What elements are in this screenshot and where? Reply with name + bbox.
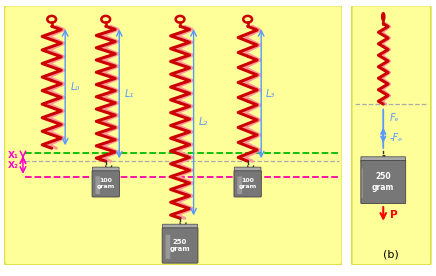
- Text: (a): (a): [166, 250, 181, 260]
- Text: 100
gram: 100 gram: [97, 179, 115, 189]
- Text: L₃: L₃: [266, 89, 276, 99]
- Text: (b): (b): [383, 250, 399, 260]
- FancyBboxPatch shape: [361, 157, 405, 162]
- FancyBboxPatch shape: [166, 235, 170, 259]
- Text: Fₑ: Fₑ: [390, 113, 399, 123]
- FancyBboxPatch shape: [95, 176, 100, 194]
- FancyBboxPatch shape: [162, 228, 198, 263]
- Text: X₂: X₂: [8, 161, 19, 169]
- Text: 250
gram: 250 gram: [372, 172, 395, 192]
- Text: 250
gram: 250 gram: [170, 239, 191, 252]
- FancyBboxPatch shape: [361, 160, 405, 203]
- FancyBboxPatch shape: [234, 167, 261, 172]
- FancyBboxPatch shape: [92, 167, 119, 172]
- Text: L₂: L₂: [199, 117, 208, 127]
- Text: -Fₑ: -Fₑ: [390, 133, 403, 143]
- Text: L₀: L₀: [70, 82, 79, 92]
- Text: X₁: X₁: [8, 152, 19, 161]
- FancyBboxPatch shape: [4, 6, 342, 265]
- FancyBboxPatch shape: [237, 176, 242, 194]
- FancyBboxPatch shape: [352, 6, 431, 265]
- FancyBboxPatch shape: [92, 171, 119, 197]
- FancyBboxPatch shape: [234, 171, 261, 197]
- Text: 100
gram: 100 gram: [238, 179, 257, 189]
- FancyBboxPatch shape: [163, 224, 198, 229]
- FancyBboxPatch shape: [361, 168, 363, 198]
- Text: L₁: L₁: [124, 89, 133, 99]
- Text: P: P: [390, 210, 397, 220]
